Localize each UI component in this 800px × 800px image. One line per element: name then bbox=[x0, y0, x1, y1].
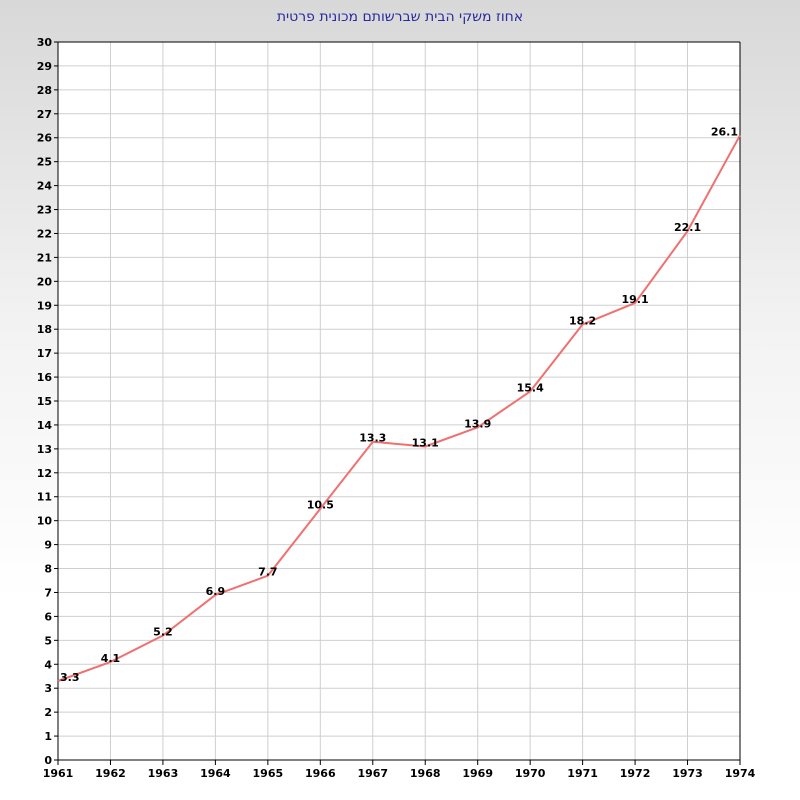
y-tick-label: 23 bbox=[37, 204, 52, 217]
x-tick-label: 1972 bbox=[620, 767, 651, 780]
y-tick-label: 21 bbox=[37, 251, 52, 264]
y-tick-label: 9 bbox=[44, 539, 52, 552]
y-tick-label: 19 bbox=[37, 299, 52, 312]
y-tick-label: 7 bbox=[44, 586, 52, 599]
grid bbox=[58, 41, 741, 760]
series bbox=[57, 134, 741, 682]
data-label: 19.1 bbox=[622, 293, 649, 306]
x-tick-label: 1968 bbox=[410, 767, 441, 780]
y-tick-label: 17 bbox=[37, 347, 52, 360]
data-label: 13.3 bbox=[359, 432, 386, 445]
data-label: 4.1 bbox=[101, 652, 121, 665]
y-tick-label: 3 bbox=[44, 682, 52, 695]
data-label: 15.4 bbox=[517, 381, 544, 394]
x-tick-label: 1966 bbox=[305, 767, 336, 780]
data-label: 13.1 bbox=[412, 436, 439, 449]
data-label: 7.7 bbox=[258, 566, 278, 579]
x-tick-label: 1961 bbox=[43, 767, 74, 780]
x-tick-label: 1963 bbox=[148, 767, 179, 780]
y-tick-label: 24 bbox=[37, 180, 53, 193]
x-tick-label: 1967 bbox=[357, 767, 388, 780]
chart-title: אחוז משקי הבית שברשותם מכונית פרטית bbox=[277, 9, 523, 25]
y-tick-label: 5 bbox=[44, 634, 52, 647]
y-tick-label: 26 bbox=[37, 132, 53, 145]
x-tick-label: 1970 bbox=[515, 767, 546, 780]
data-labels: 3.3 4.1 5.2 6.9 7.7 10.5 13.3 13.1 13.9 15.4 18.2 1… bbox=[60, 125, 738, 684]
y-tick-label: 27 bbox=[37, 108, 52, 121]
x-tick-label: 1969 bbox=[462, 767, 493, 780]
y-tick-label: 20 bbox=[37, 275, 53, 288]
data-label: 6.9 bbox=[206, 585, 226, 598]
y-tick-label: 28 bbox=[37, 84, 52, 97]
series-line bbox=[57, 134, 741, 682]
data-label: 3.3 bbox=[60, 671, 80, 684]
y-tick-label: 11 bbox=[37, 491, 52, 504]
y-tick-label: 10 bbox=[37, 515, 53, 528]
y-tick-label: 4 bbox=[44, 658, 52, 671]
y-tick-label: 6 bbox=[44, 610, 52, 623]
x-tick-label: 1973 bbox=[672, 767, 703, 780]
y-tick-label: 2 bbox=[44, 706, 52, 719]
x-tick-label: 1971 bbox=[567, 767, 598, 780]
y-tick-label: 13 bbox=[37, 443, 52, 456]
data-label: 26.1 bbox=[711, 125, 738, 138]
x-tick-label: 1962 bbox=[95, 767, 126, 780]
y-tick-label: 18 bbox=[37, 323, 52, 336]
data-label: 5.2 bbox=[153, 626, 173, 639]
y-tick-label: 14 bbox=[37, 419, 53, 432]
y-tick-label: 15 bbox=[37, 395, 52, 408]
y-tick-label: 1 bbox=[44, 730, 52, 743]
y-tick-label: 8 bbox=[44, 563, 52, 576]
y-tick-label: 30 bbox=[37, 36, 53, 49]
y-tick-label: 29 bbox=[37, 60, 52, 73]
tick-labels: 0123456789101112131415161718192021222324… bbox=[37, 36, 756, 780]
data-label: 13.9 bbox=[464, 417, 491, 430]
y-tick-label: 22 bbox=[37, 227, 52, 240]
y-tick-label: 16 bbox=[37, 371, 53, 384]
data-label: 22.1 bbox=[674, 221, 701, 234]
data-label: 18.2 bbox=[569, 314, 596, 327]
data-label: 10.5 bbox=[307, 499, 334, 512]
x-tick-label: 1974 bbox=[725, 767, 756, 780]
y-tick-label: 25 bbox=[37, 156, 52, 169]
y-tick-label: 12 bbox=[37, 467, 52, 480]
x-tick-label: 1964 bbox=[200, 767, 231, 780]
axes bbox=[54, 41, 741, 765]
y-tick-label: 0 bbox=[44, 754, 52, 767]
x-tick-label: 1965 bbox=[253, 767, 284, 780]
